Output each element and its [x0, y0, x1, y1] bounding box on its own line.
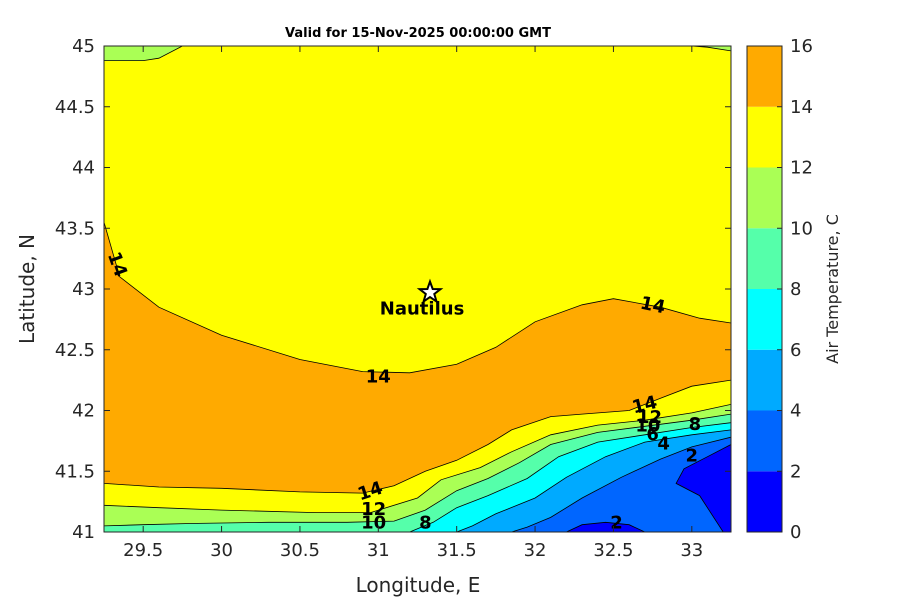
colorbar-bands [747, 46, 782, 532]
colorbar-title: Air Temperature, C [823, 214, 842, 364]
contour-lines [104, 46, 731, 532]
colorbar-band-5 [747, 167, 782, 229]
x-tick-label: 32.5 [593, 540, 633, 561]
colorbar-band-4 [747, 228, 782, 289]
filled-contours [104, 46, 731, 532]
y-tick-label: 42.5 [55, 340, 95, 361]
colorbar-band-1 [747, 410, 782, 472]
contour-label-11: 6 [646, 424, 659, 445]
y-tick-label: 42 [72, 401, 95, 422]
x-tick-label: 31.5 [437, 540, 477, 561]
contour-fill-band-10-12-south [104, 404, 731, 526]
isoline-2-south [566, 521, 645, 532]
contour-fill-band-4-6 [456, 429, 731, 532]
colorbar: 0 2 4 6 8 10 12 14 16 Air Temperature, C [746, 36, 842, 543]
colorbar-tick-label: 4 [790, 401, 801, 422]
colorbar-tick-label: 6 [790, 340, 801, 361]
y-tick-label: 44.5 [55, 97, 95, 118]
contour-label-5: 10 [361, 512, 386, 533]
colorbar-band-6 [747, 106, 782, 168]
contour-label-8: 12 [637, 407, 662, 428]
x-axis: 29.5 30 30.5 31 31.5 32 32.5 33 [123, 46, 703, 561]
y-axis-title: Latitude, N [15, 234, 39, 344]
y-tick-label: 45 [72, 36, 95, 57]
marker-label-nautilus: Nautilus [380, 299, 465, 320]
star-icon [416, 278, 444, 304]
contour-fill-band-10-12-top [104, 46, 183, 61]
x-tick-label: 32 [524, 540, 547, 561]
colorbar-band-0 [747, 471, 782, 532]
contour-label-10: 8 [689, 414, 702, 435]
isoline-6 [456, 429, 731, 532]
y-tick-label: 41 [72, 522, 95, 543]
colorbar-tick-label: 2 [790, 461, 801, 482]
y-tick-label: 43.5 [55, 218, 95, 239]
contour-fill-band-0-2-south [566, 522, 645, 532]
isoline-2-east [675, 444, 731, 532]
colorbar-tick-label: 0 [790, 522, 801, 543]
contour-fill-band-6-8 [409, 422, 731, 532]
contour-label-4: 12 [361, 499, 386, 520]
colorbar-band-7 [747, 46, 782, 107]
y-tick-label: 41.5 [55, 461, 95, 482]
contour-fill-band-0-2-east [676, 444, 731, 532]
contour-fill-band-8-10 [104, 414, 731, 532]
isoline-top-left [104, 46, 183, 61]
contour-fill-band-12-14-south [104, 380, 731, 513]
y-tick-label: 44 [72, 158, 95, 179]
contour-label-14: 2 [610, 512, 623, 533]
contour-fill-band-2-4 [511, 437, 731, 532]
colorbar-tick-label: 8 [790, 279, 801, 300]
colorbar-tick-label: 16 [790, 36, 813, 57]
isoline-8 [409, 422, 731, 532]
contour-fill-band-14-16 [104, 222, 731, 494]
isoline-14-south [104, 379, 731, 494]
colorbar-ticks: 0 2 4 6 8 10 12 14 16 [777, 36, 813, 543]
chart-title: Valid for 15-Nov-2025 00:00:00 GMT [285, 26, 551, 41]
x-tick-label: 30 [210, 540, 233, 561]
contour-label-6: 8 [419, 512, 432, 533]
contour-label-2: 14 [638, 293, 667, 319]
contour-label-1: 14 [366, 367, 391, 388]
colorbar-band-3 [747, 289, 782, 350]
contour-label-12: 4 [657, 434, 670, 455]
contour-label-9: 10 [635, 415, 660, 436]
x-tick-label: 30.5 [280, 540, 320, 561]
colorbar-tick-label: 14 [790, 97, 813, 118]
colorbar-tick-label: 10 [790, 218, 813, 239]
x-tick-label: 29.5 [123, 540, 163, 561]
isoline-12 [104, 404, 731, 513]
x-tick-label: 33 [680, 540, 703, 561]
x-axis-title: Longitude, E [356, 573, 481, 597]
contour-fill-band-10-12-topright [691, 46, 731, 51]
contour-label-13: 2 [686, 446, 699, 467]
colorbar-band-2 [747, 349, 782, 411]
colorbar-tick-label: 12 [790, 158, 813, 179]
y-tick-label: 43 [72, 279, 95, 300]
location-marker: Nautilus [380, 278, 465, 320]
isoline-14-north [104, 222, 731, 374]
isoline-4 [511, 436, 731, 532]
x-tick-label: 31 [367, 540, 390, 561]
isoline-10 [104, 413, 731, 527]
